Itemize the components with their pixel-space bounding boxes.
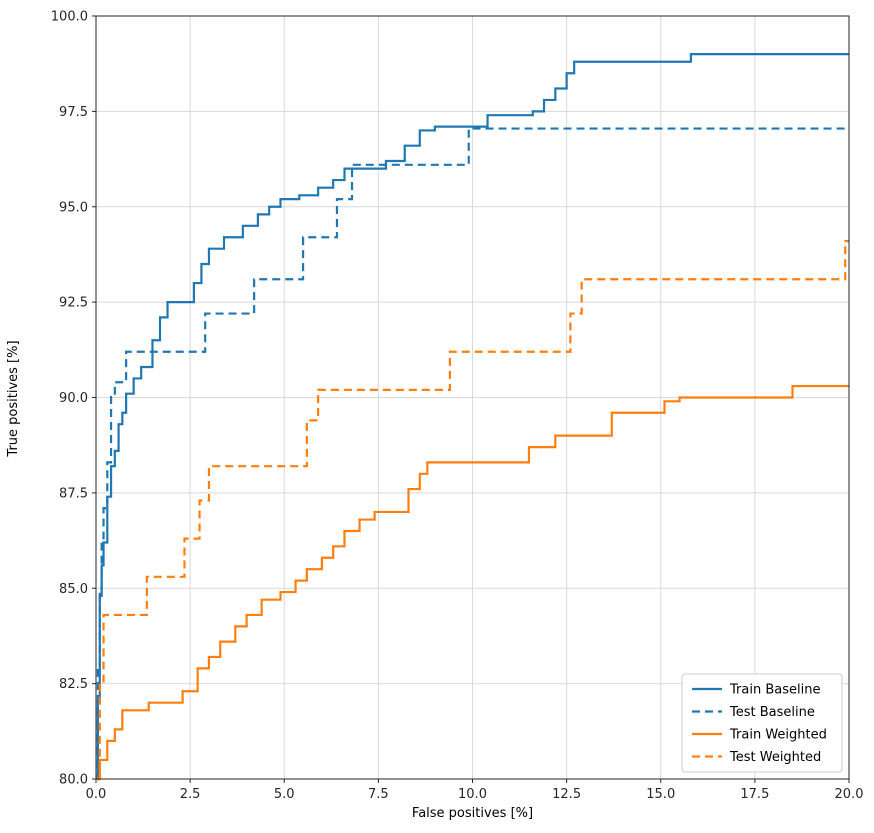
- svg-text:0.0: 0.0: [86, 787, 107, 802]
- svg-text:Test Weighted: Test Weighted: [729, 750, 821, 765]
- svg-text:Train Weighted: Train Weighted: [729, 728, 827, 743]
- svg-text:Test Baseline: Test Baseline: [729, 705, 815, 720]
- svg-text:5.0: 5.0: [274, 787, 295, 802]
- svg-text:90.0: 90.0: [59, 391, 88, 406]
- svg-text:10.0: 10.0: [458, 787, 487, 802]
- svg-text:15.0: 15.0: [646, 787, 675, 802]
- svg-text:80.0: 80.0: [59, 773, 88, 788]
- svg-text:87.5: 87.5: [59, 486, 88, 501]
- svg-text:17.5: 17.5: [740, 787, 769, 802]
- y-axis-label: True positives [%]: [6, 340, 21, 457]
- svg-text:82.5: 82.5: [59, 677, 88, 692]
- svg-text:95.0: 95.0: [59, 200, 88, 215]
- x-axis-label: False positives [%]: [411, 806, 534, 821]
- svg-text:12.5: 12.5: [552, 787, 581, 802]
- svg-text:7.5: 7.5: [368, 787, 389, 802]
- svg-text:92.5: 92.5: [59, 296, 88, 311]
- svg-text:97.5: 97.5: [59, 105, 88, 120]
- svg-text:Train Baseline: Train Baseline: [729, 683, 820, 698]
- svg-text:2.5: 2.5: [180, 787, 201, 802]
- svg-text:85.0: 85.0: [59, 582, 88, 597]
- svg-text:100.0: 100.0: [51, 10, 88, 25]
- svg-text:20.0: 20.0: [835, 787, 864, 802]
